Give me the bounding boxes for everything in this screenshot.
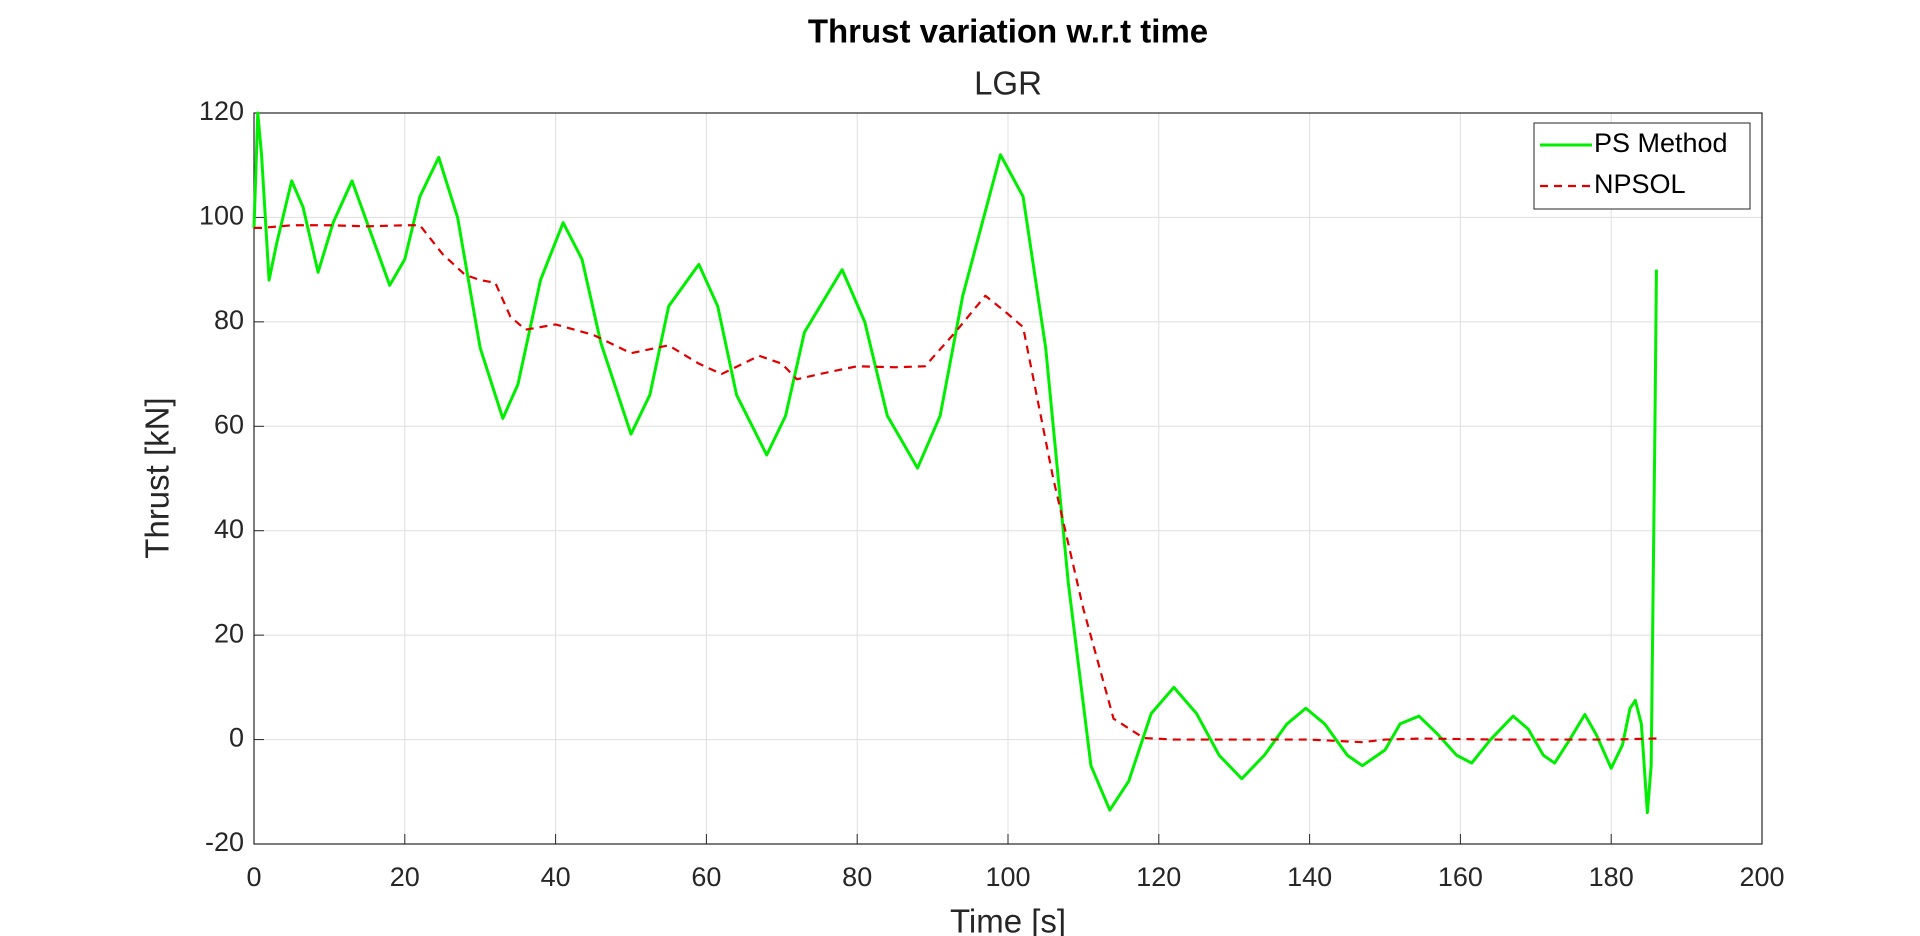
x-tick-label: 120	[1136, 862, 1181, 892]
y-tick-label: 80	[214, 305, 244, 335]
x-tick-label: 60	[691, 862, 721, 892]
y-tick-label: 120	[199, 96, 244, 126]
series-line	[252, 111, 1658, 815]
legend-label: NPSOL	[1594, 169, 1686, 199]
x-tick-label: 160	[1438, 862, 1483, 892]
x-tick-label: 80	[842, 862, 872, 892]
y-tick-label: 40	[214, 514, 244, 544]
x-tick-label: 40	[541, 862, 571, 892]
y-tick-label: 60	[214, 409, 244, 439]
y-tick-label: 20	[214, 618, 244, 648]
series-line	[254, 224, 1657, 744]
x-tick-label: 200	[1739, 862, 1784, 892]
axes-box	[253, 112, 1763, 845]
x-tick-label: 20	[390, 862, 420, 892]
x-tick-label: 180	[1589, 862, 1634, 892]
x-tick-label: 100	[985, 862, 1030, 892]
y-tick-label: 100	[199, 201, 244, 231]
x-tick-label: 140	[1287, 862, 1332, 892]
x-axis-label: Time [s]	[950, 903, 1066, 936]
chart-title: Thrust variation w.r.t time	[808, 13, 1208, 50]
y-tick-label: 0	[229, 723, 244, 753]
chart-subtitle: LGR	[974, 65, 1042, 102]
legend-box	[1533, 122, 1751, 210]
legend-label: PS Method	[1594, 128, 1728, 158]
y-axis-label: Thrust [kN]	[139, 397, 176, 558]
x-tick-label: 0	[246, 862, 261, 892]
y-tick-label: -20	[205, 827, 244, 857]
